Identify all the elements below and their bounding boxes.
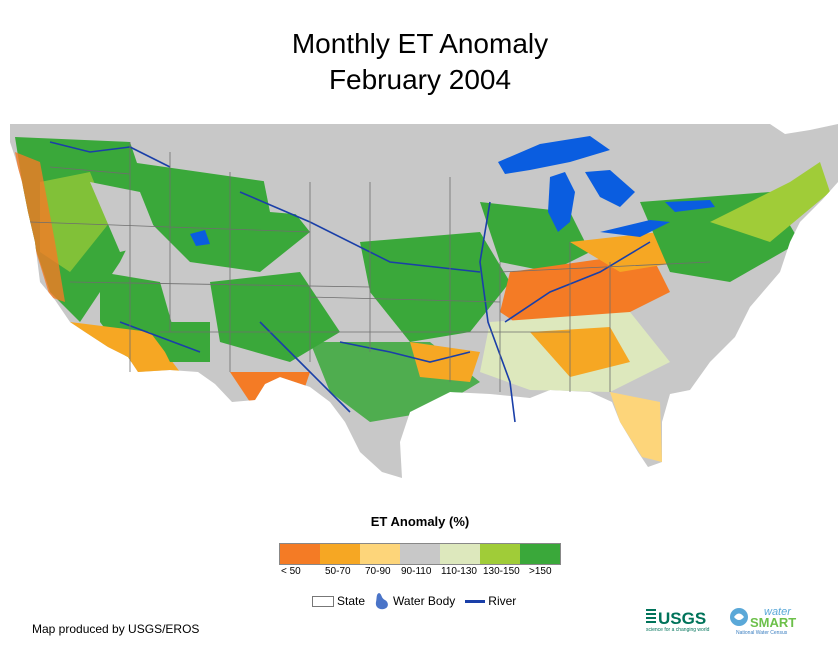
watersmart-logo-text: SMART [750,615,796,630]
state-symbol-icon [312,595,334,607]
great-salt-lake [190,230,210,246]
water-body-label: Water Body [393,594,456,608]
missouri-river [239,191,481,273]
legend-swatch-50-70 [320,544,360,564]
legend-color-bar [279,543,561,565]
river-symbol-icon [465,599,486,603]
lake-ontario [665,200,715,212]
lake-huron [585,170,635,207]
watersmart-tagline: National Water Census [736,630,788,636]
legend-label: 110-130 [441,566,477,577]
legend-label: 70-90 [365,566,391,577]
legend-swatch-gt150 [520,544,560,564]
state-symbol-label: State [337,594,366,608]
legend-swatch-70-90 [360,544,400,564]
legend-label: 90-110 [401,566,432,577]
legend-swatch-lt50 [280,544,320,564]
legend-label: < 50 [281,566,301,577]
mississippi-river [479,201,516,423]
usgs-tagline: science for a changing world [646,627,710,633]
lake-superior [498,136,610,174]
map-symbol-legend: State Water Body River [312,592,516,610]
rio-grande [259,321,351,413]
lake-erie [600,220,670,237]
et-anomaly-map [10,124,838,478]
watersmart-logo-text-top: water [764,606,792,618]
map-title-line2: February 2004 [328,64,512,95]
legend-swatch-90-110 [400,544,440,564]
map-credit: Map produced by USGS/EROS [32,622,200,636]
water-body-icon [375,593,388,610]
legend-title: ET Anomaly (%) [370,514,470,529]
map-title-line1: Monthly ET Anomaly [291,28,549,59]
ohio-river [504,241,651,323]
legend-label: 130-150 [483,566,520,577]
columbia-river [49,141,171,168]
legend-swatch-130-150 [480,544,520,564]
river-label: River [488,594,517,608]
lake-michigan [548,172,575,232]
colorado-river [119,321,201,353]
legend-swatch-110-130 [440,544,480,564]
usgs-logo-text: USGS [658,609,706,628]
watersmart-logo: water SMART National Water Census [728,604,812,641]
usgs-logo: USGS science for a changing world [646,605,724,638]
legend-label: >150 [529,566,552,577]
legend-label: 50-70 [325,566,351,577]
